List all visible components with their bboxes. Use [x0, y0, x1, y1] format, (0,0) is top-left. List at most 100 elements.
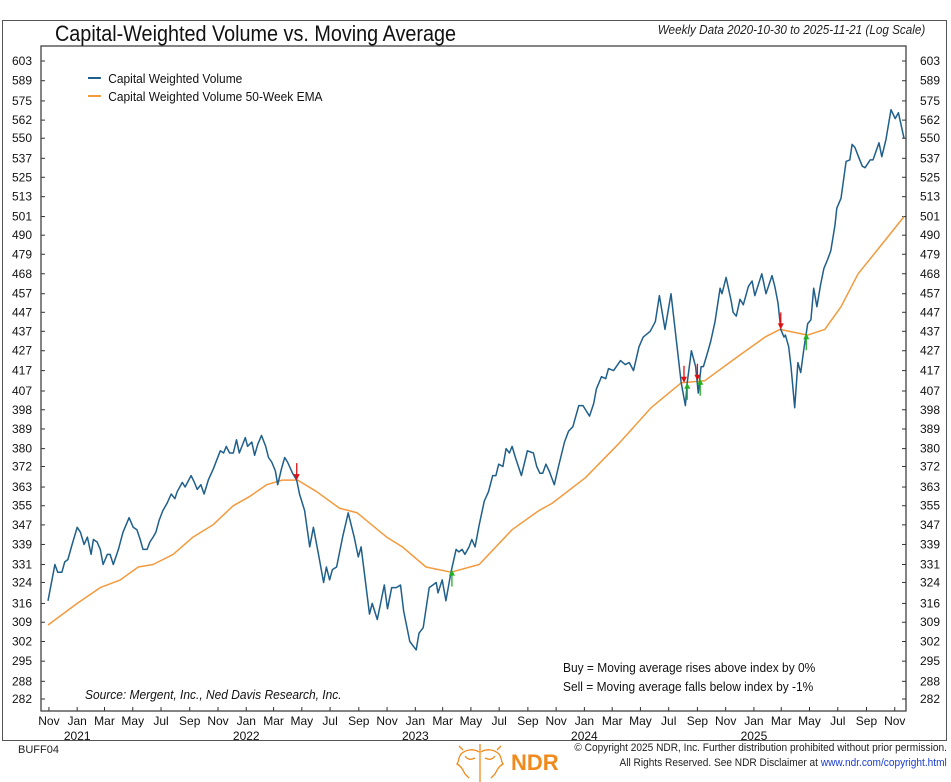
y-tick-label-right: 417 — [920, 364, 940, 378]
y-tick-label-right: 575 — [920, 94, 940, 108]
arrow-head — [448, 569, 455, 576]
y-tick-label-left: 427 — [12, 344, 32, 358]
x-tick-label: Nov — [207, 714, 228, 728]
series-line-50-week-ema — [47, 216, 905, 626]
x-tick-label: Mar — [94, 714, 115, 728]
y-tick-label-right: 501 — [920, 210, 940, 224]
x-tick-label: Mar — [263, 714, 284, 728]
y-tick-label-left: 468 — [12, 267, 32, 281]
y-tick-label-right: 447 — [920, 305, 940, 319]
y-tick-label-right: 603 — [920, 54, 940, 68]
legend-swatch-ema — [88, 95, 101, 97]
x-tick-label: May — [798, 714, 821, 728]
copyright-link[interactable]: www.ndr.com/copyright.html — [821, 757, 947, 769]
arrow-head — [777, 323, 784, 330]
y-tick-label-right: 372 — [920, 459, 940, 473]
y-tick-label-right: 537 — [920, 151, 940, 165]
series-line-capital-weighted-volume — [47, 108, 905, 651]
x-tick-label: Jul — [491, 714, 506, 728]
arrow-head — [697, 378, 704, 385]
x-year-label: 2023 — [402, 729, 429, 743]
y-tick-label-right: 355 — [920, 499, 940, 513]
x-tick-label: Jan — [575, 714, 594, 728]
y-tick-label-right: 468 — [920, 267, 940, 281]
x-tick-label: Nov — [884, 714, 905, 728]
y-tick-label-left: 309 — [12, 615, 32, 629]
bull-bear-icon — [455, 744, 505, 782]
x-tick-label: Sep — [348, 714, 370, 728]
y-tick-label-left: 589 — [12, 74, 32, 88]
y-tick-label-right: 309 — [920, 615, 940, 629]
y-tick-label-left: 380 — [12, 442, 32, 456]
y-tick-label-left: 324 — [12, 575, 32, 589]
y-tick-label-right: 479 — [920, 247, 940, 261]
x-tick-label: Sep — [856, 714, 878, 728]
y-tick-label-right: 490 — [920, 228, 940, 242]
y-tick-label-right: 288 — [920, 674, 940, 688]
y-tick-label-left: 417 — [12, 364, 32, 378]
chart-subtitle: Weekly Data 2020-10-30 to 2025-11-21 (Lo… — [657, 22, 925, 37]
y-tick-label-right: 363 — [920, 480, 940, 494]
sell-signal-arrow — [293, 463, 300, 481]
y-tick-label-left: 288 — [12, 674, 32, 688]
legend-item-volume: Capital Weighted Volume — [88, 69, 323, 87]
ndr-logo: NDR — [455, 744, 559, 782]
x-tick-label: Jan — [237, 714, 256, 728]
x-tick-label: Nov — [545, 714, 566, 728]
y-tick-label-right: 562 — [920, 113, 940, 127]
x-tick-label: Mar — [432, 714, 453, 728]
x-tick-label: Sep — [687, 714, 709, 728]
x-tick-label: Jan — [68, 714, 87, 728]
y-tick-label-right: 589 — [920, 74, 940, 88]
x-year-label: 2025 — [741, 729, 768, 743]
buy-signal-arrow — [697, 378, 704, 396]
y-tick-label-right: 437 — [920, 324, 940, 338]
y-tick-label-left: 479 — [12, 247, 32, 261]
x-tick-label: May — [290, 714, 313, 728]
chart-frame — [2, 20, 947, 741]
legend-item-ema: Capital Weighted Volume 50-Week EMA — [88, 87, 323, 105]
chart-title: Capital-Weighted Volume vs. Moving Avera… — [55, 21, 456, 46]
ndr-logo-text: NDR — [511, 750, 559, 775]
x-tick-label: Jan — [744, 714, 763, 728]
y-tick-label-left: 339 — [12, 537, 32, 551]
y-tick-label-left: 302 — [12, 634, 32, 648]
y-tick-label-left: 347 — [12, 518, 32, 532]
y-tick-label-right: 316 — [920, 596, 940, 610]
y-tick-label-left: 457 — [12, 287, 32, 301]
x-tick-label: Jul — [830, 714, 845, 728]
y-tick-label-left: 398 — [12, 403, 32, 417]
x-tick-label: Sep — [517, 714, 539, 728]
y-tick-label-right: 457 — [920, 287, 940, 301]
y-tick-label-left: 295 — [12, 654, 32, 668]
sell-rule-note: Sell = Moving average falls below index … — [563, 679, 814, 694]
y-tick-label-right: 513 — [920, 190, 940, 204]
y-tick-label-left: 537 — [12, 151, 32, 165]
y-tick-label-left: 407 — [12, 384, 32, 398]
y-tick-label-left: 501 — [12, 210, 32, 224]
y-tick-label-left: 603 — [12, 54, 32, 68]
source-note: Source: Mergent, Inc., Ned Davis Researc… — [85, 687, 342, 702]
y-tick-label-right: 347 — [920, 518, 940, 532]
legend-swatch-volume — [88, 77, 101, 79]
copyright-text: All Rights Reserved. See NDR Disclaimer … — [619, 757, 822, 769]
y-tick-label-left: 355 — [12, 499, 32, 513]
x-year-label: 2022 — [233, 729, 260, 743]
arrow-head — [803, 333, 810, 340]
x-tick-label: May — [121, 714, 144, 728]
buy-rule-note: Buy = Moving average rises above index b… — [563, 660, 816, 675]
sell-signal-arrow — [680, 365, 687, 383]
arrow-head — [680, 376, 687, 383]
y-tick-label-right: 427 — [920, 344, 940, 358]
x-tick-label: Jul — [322, 714, 337, 728]
y-tick-label-left: 282 — [12, 692, 32, 706]
copyright-line-1: © Copyright 2025 NDR, Inc. Further distr… — [574, 742, 947, 754]
sell-signal-arrow — [777, 312, 784, 330]
x-year-label: 2021 — [64, 729, 91, 743]
arrow-head — [684, 382, 691, 389]
y-tick-label-right: 295 — [920, 654, 940, 668]
y-tick-label-left: 372 — [12, 459, 32, 473]
chart-code: BUFF04 — [18, 744, 59, 756]
x-tick-label: Jan — [406, 714, 425, 728]
y-tick-label-left: 389 — [12, 422, 32, 436]
